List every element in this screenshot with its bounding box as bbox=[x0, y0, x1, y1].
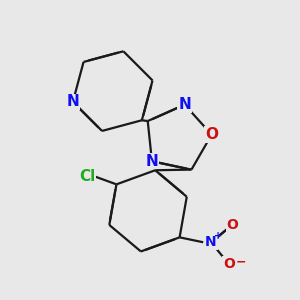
Text: +: + bbox=[214, 231, 222, 242]
Text: O: O bbox=[227, 218, 239, 232]
Text: O: O bbox=[223, 257, 235, 271]
Text: N: N bbox=[205, 235, 217, 249]
Text: O: O bbox=[205, 127, 218, 142]
Text: N: N bbox=[146, 154, 158, 169]
Text: N: N bbox=[178, 97, 191, 112]
Text: Cl: Cl bbox=[79, 169, 95, 184]
Text: −: − bbox=[235, 255, 246, 268]
Text: N: N bbox=[67, 94, 79, 109]
